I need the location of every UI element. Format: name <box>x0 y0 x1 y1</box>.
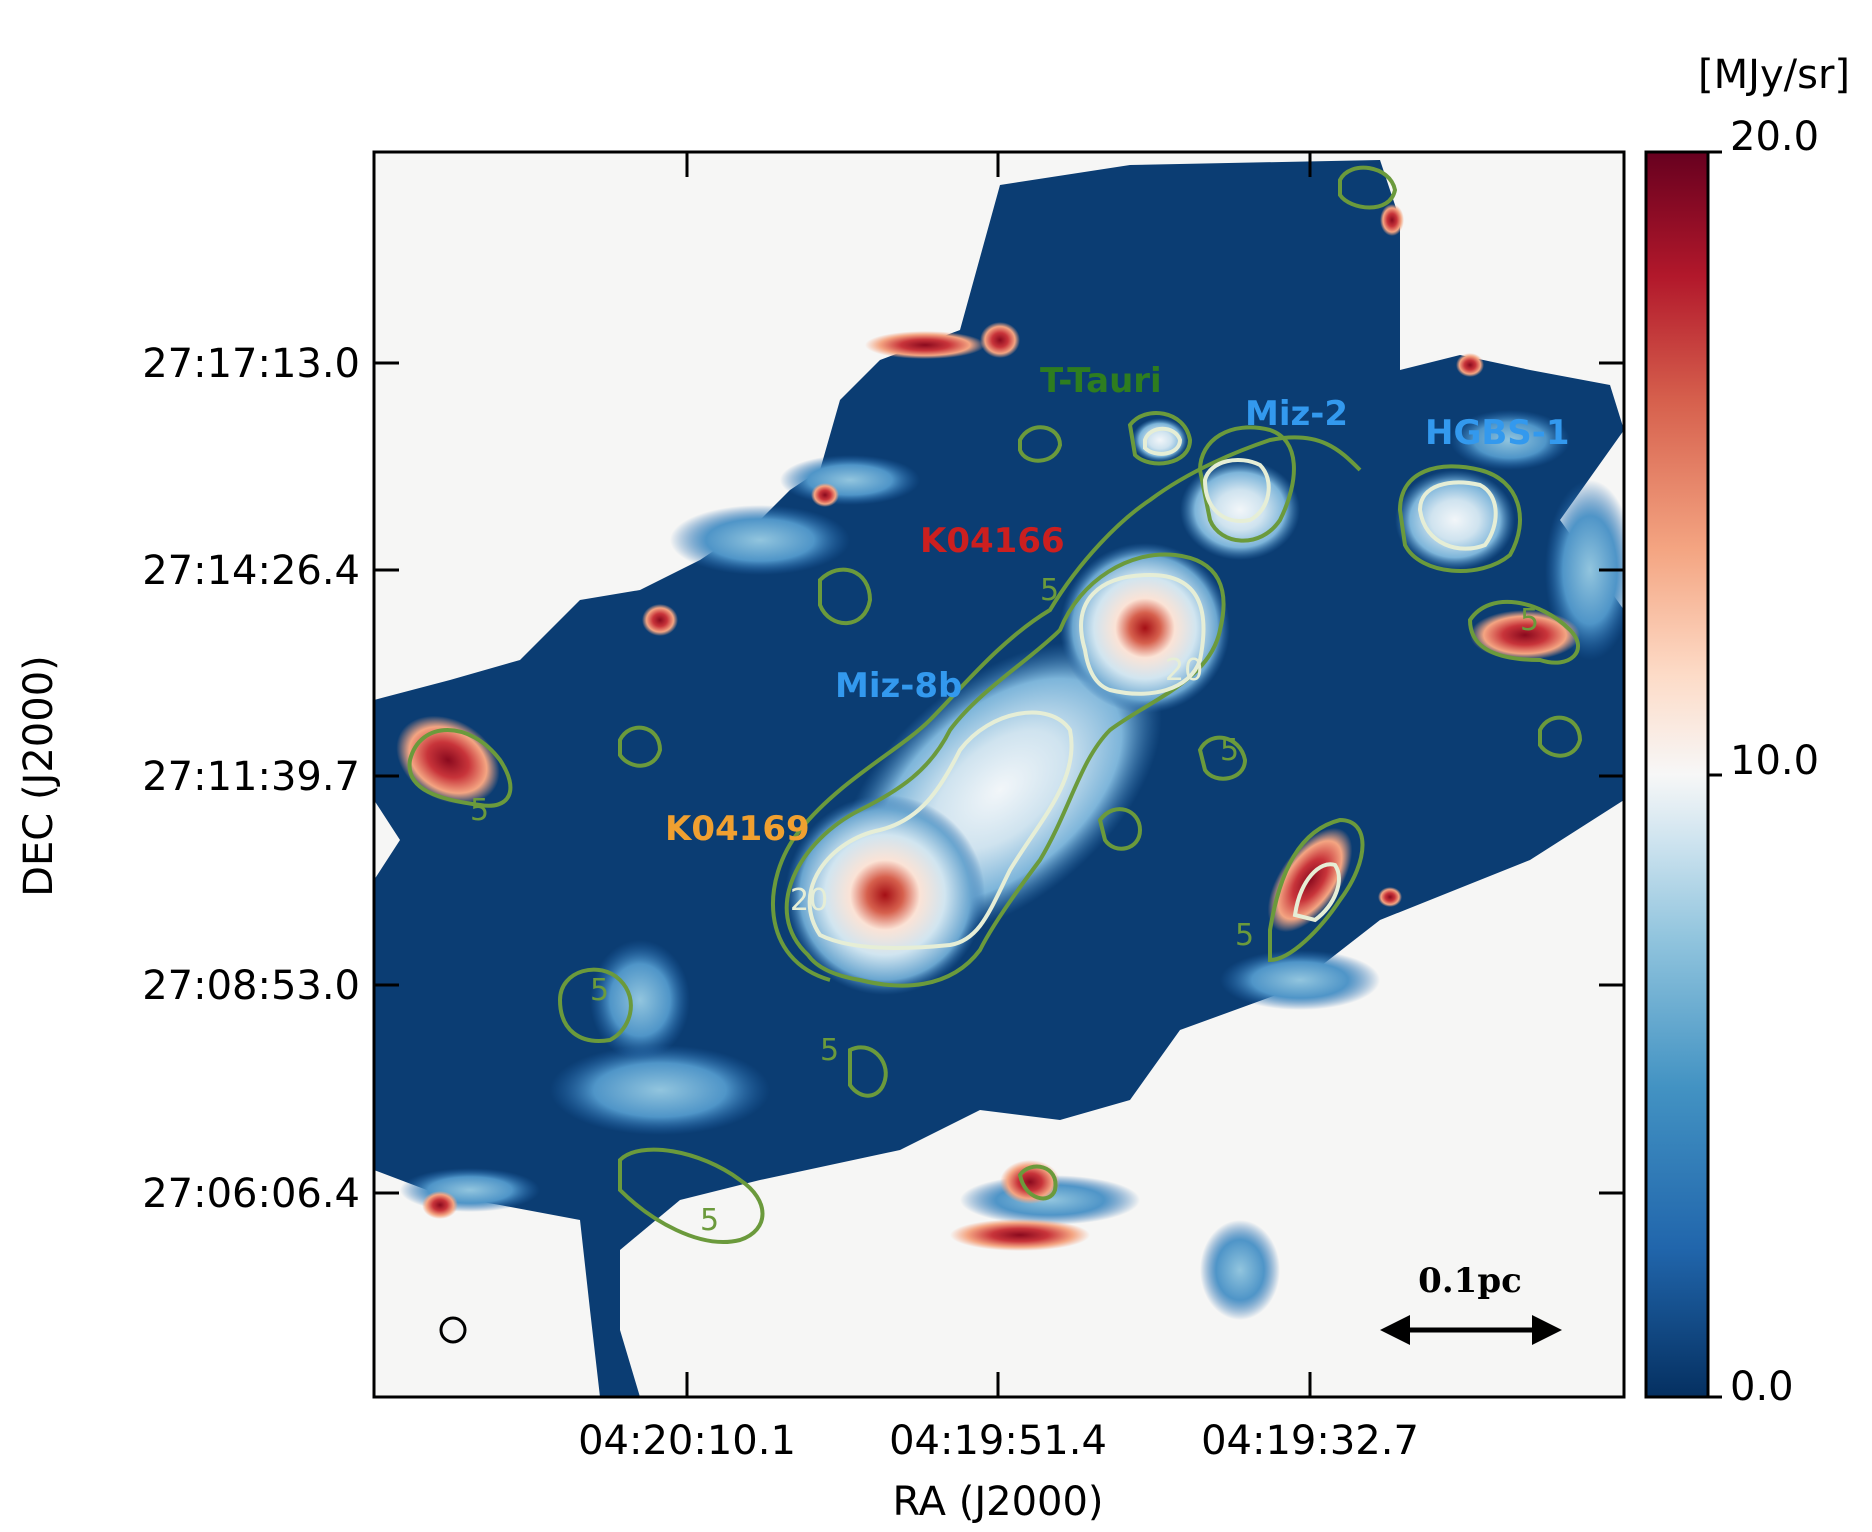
contour-level-20 <box>807 426 1498 950</box>
contour-label: 5 <box>700 1203 719 1238</box>
x-tick-label: 04:19:51.4 <box>889 1418 1107 1464</box>
edge-blob <box>1450 410 1570 470</box>
y-tick-label: 27:08:53.0 <box>142 963 360 1009</box>
intensity-map <box>374 160 1624 1397</box>
red-blob <box>1380 204 1404 236</box>
y-tick-label: 27:11:39.7 <box>142 754 360 800</box>
y-axis-title: DEC (J2000) <box>16 655 62 897</box>
x-tick-label: 04:19:32.7 <box>1201 1418 1419 1464</box>
colorbar-ticks <box>1708 150 1722 1399</box>
x-tick-label: 04:20:10.1 <box>578 1418 796 1464</box>
colorbar-tick-label: 20.0 <box>1730 114 1819 160</box>
edge-blob <box>590 940 690 1060</box>
edge-blob <box>550 1045 770 1135</box>
edge-blob <box>1200 1220 1280 1320</box>
source-label-k04166: K04166 <box>920 521 1065 561</box>
red-blob <box>1267 827 1353 933</box>
edge-blob <box>1545 480 1624 660</box>
edge-blob <box>1220 950 1380 1010</box>
contour-label: 5 <box>1520 603 1539 638</box>
source-label-miz-2: Miz-2 <box>1245 394 1348 434</box>
y-tick-label: 27:17:13.0 <box>142 341 360 387</box>
scale-bar-label: 0.1pc <box>1418 1261 1522 1301</box>
contour-label: 20 <box>790 883 828 918</box>
colorbar-unit: [MJy/sr] <box>1698 52 1850 98</box>
contour-label: 5 <box>1040 573 1059 608</box>
red-blob <box>642 604 678 636</box>
y-ticks <box>374 361 1624 1195</box>
edge-blob <box>670 505 850 575</box>
colorbar <box>1644 150 1710 1399</box>
red-blob <box>422 1191 458 1219</box>
contour-level-5 <box>407 165 1583 1244</box>
circle-beam-icon <box>439 1316 467 1344</box>
red-blob <box>1456 353 1484 377</box>
source-label-k04169: K04169 <box>665 809 810 849</box>
edge-blob <box>400 1168 540 1212</box>
contour-label: 5 <box>470 793 489 828</box>
red-blob <box>865 331 985 359</box>
red-blob <box>950 1219 1090 1251</box>
x-ticks <box>685 152 1312 1397</box>
colorbar-tick-label: 10.0 <box>1730 738 1819 784</box>
contour-label: 5 <box>1220 733 1239 768</box>
contour-label: 5 <box>590 973 609 1008</box>
red-blob <box>1470 610 1580 660</box>
y-tick-label: 27:06:06.4 <box>142 1171 360 1217</box>
contour-labels: 5 5 5 5 5 5 5 5 20 20 <box>470 573 1539 1238</box>
source-label-hgbs-1: HGBS-1 <box>1425 413 1570 453</box>
scale-bar: 0.1pc <box>1380 1261 1562 1345</box>
y-tick-label: 27:14:26.4 <box>142 548 360 594</box>
red-blob <box>811 483 839 507</box>
red-blob <box>980 322 1020 358</box>
x-axis-title: RA (J2000) <box>892 1479 1103 1525</box>
contour-label: 5 <box>820 1033 839 1068</box>
red-blob <box>1378 887 1402 907</box>
red-blob <box>1000 1160 1060 1204</box>
contour-label: 20 <box>1165 653 1203 688</box>
source-label-t-tauri: T-Tauri <box>1040 361 1162 401</box>
contour-label: 5 <box>1235 918 1254 953</box>
edge-blob <box>780 455 920 505</box>
filament-glow <box>1180 460 1300 560</box>
colorbar-tick-label: 0.0 <box>1730 1364 1794 1410</box>
source-label-miz-8b: Miz-8b <box>835 666 962 706</box>
